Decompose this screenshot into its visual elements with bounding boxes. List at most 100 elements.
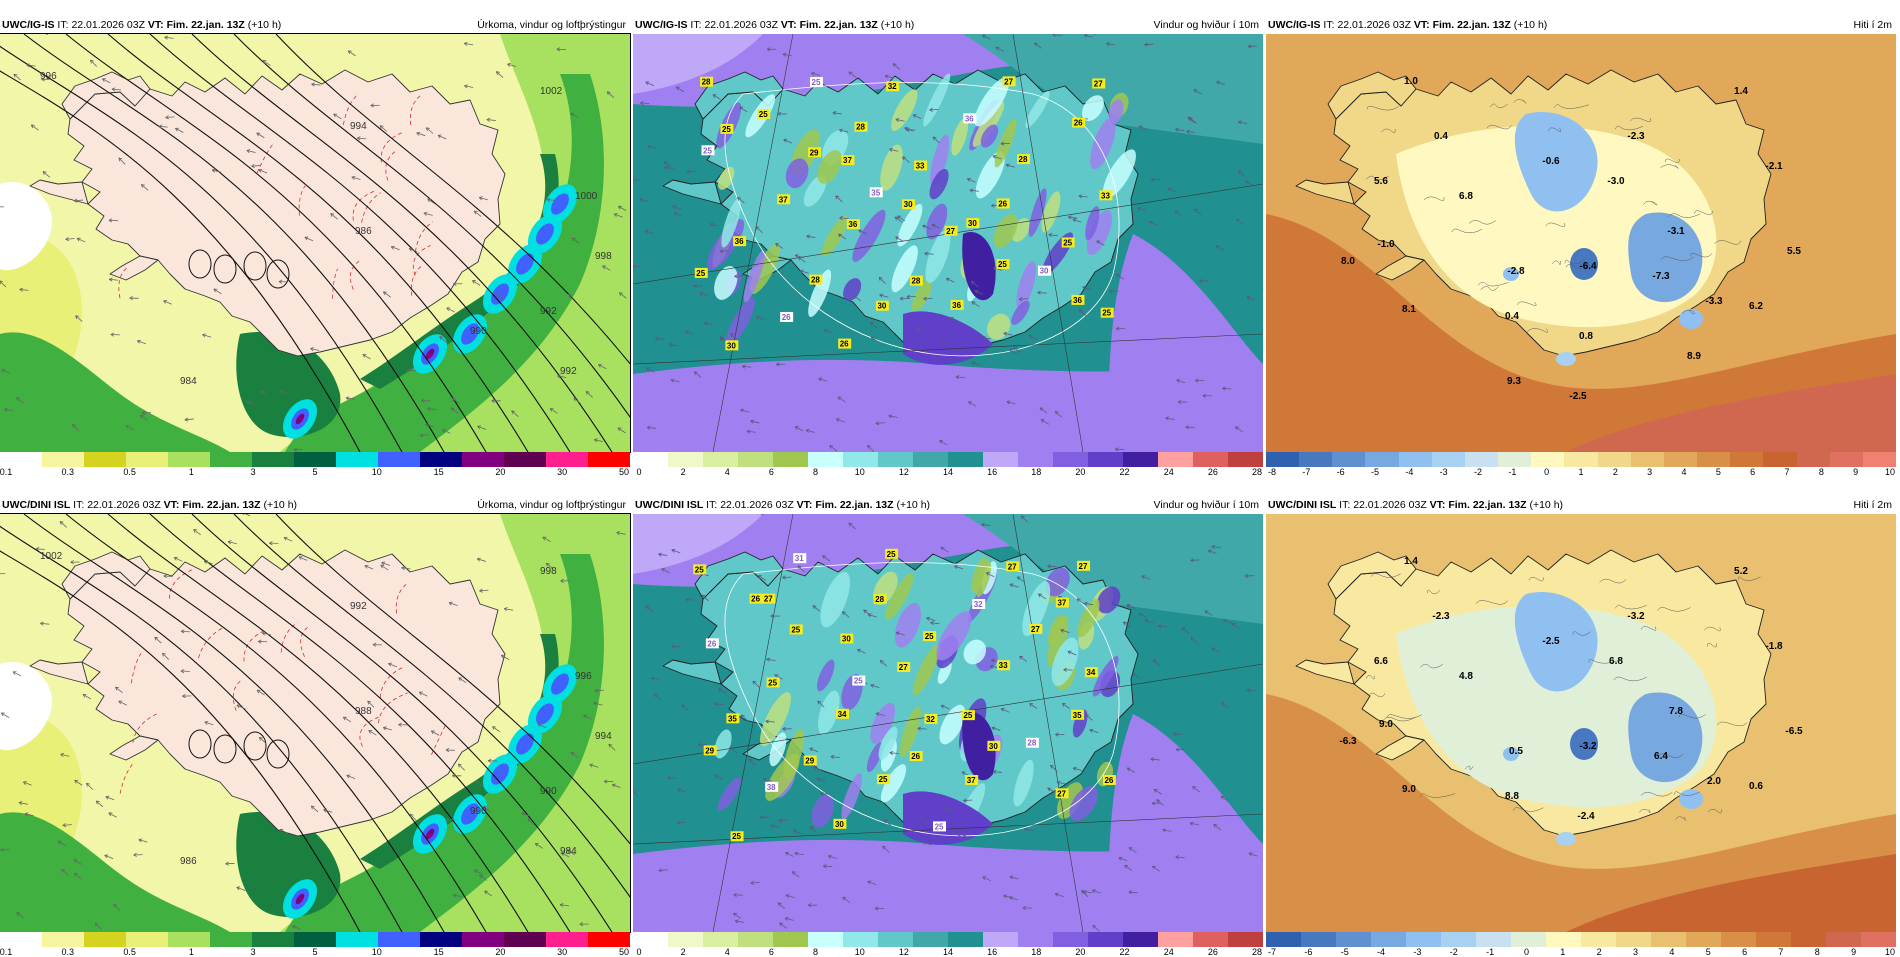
colorbar-tick-label: 3 — [251, 947, 256, 957]
temp-value-label: 5.5 — [1787, 246, 1801, 257]
colorbar-swatch — [1123, 932, 1158, 947]
colorbar-swatch — [168, 452, 210, 467]
lead-time: (+10 h) — [263, 499, 297, 511]
gust-label: 25 — [767, 677, 780, 687]
colorbar-swatch — [294, 932, 336, 947]
colorbar-swatch — [168, 932, 210, 947]
panel-header: UWC/DINI ISL IT: 22.01.2026 03Z VT: Fim.… — [633, 497, 1263, 514]
svg-text:26: 26 — [840, 340, 849, 349]
svg-text:37: 37 — [1057, 599, 1066, 608]
gust-label: 35 — [1071, 710, 1084, 720]
gust-label: 28 — [700, 77, 713, 87]
colorbar-tick-label: 18 — [1031, 467, 1041, 477]
gust-label: 25 — [720, 124, 733, 134]
colorbar-swatch — [210, 452, 252, 467]
temp-value-label: -2.3 — [1432, 611, 1450, 622]
it-label: IT: — [1339, 499, 1350, 511]
colorbar-swatch — [703, 452, 738, 467]
svg-text:28: 28 — [1027, 739, 1036, 748]
gust-label: 25 — [701, 145, 714, 155]
colorbar-tick-label: 0 — [636, 467, 641, 477]
colorbar-tick-label: -7 — [1268, 947, 1276, 957]
gust-label: 26 — [750, 594, 763, 604]
colorbar-swatch — [983, 452, 1018, 467]
pressure-label: 994 — [350, 121, 367, 132]
svg-text:32: 32 — [926, 715, 935, 724]
colorbar-swatch — [1791, 932, 1826, 947]
temp-value-label: 6.6 — [1374, 656, 1388, 667]
pressure-label: 992 — [540, 306, 557, 317]
colorbar-tick-label: -5 — [1341, 947, 1349, 957]
gust-label: 26 — [838, 339, 851, 349]
colorbar-tick-label: 20 — [1075, 947, 1085, 957]
svg-text:27: 27 — [1008, 562, 1017, 571]
colorbar-tick-label: -3 — [1440, 467, 1448, 477]
colorbar-tick-label: 28 — [1252, 947, 1262, 957]
colorbar-swatch — [1863, 452, 1896, 467]
svg-text:28: 28 — [811, 276, 820, 285]
temp-value-label: -3.3 — [1705, 296, 1723, 307]
colorbar-tick-label: 14 — [943, 467, 953, 477]
colorbar-swatch — [42, 452, 84, 467]
temp-value-label: -6.5 — [1785, 726, 1803, 737]
temp-value-label: -2.8 — [1507, 266, 1525, 277]
svg-text:27: 27 — [1004, 77, 1013, 86]
colorbar-swatch — [1721, 932, 1756, 947]
svg-text:36: 36 — [965, 114, 974, 123]
pressure-label: 988 — [355, 706, 372, 717]
temp-value-label: -2.3 — [1627, 131, 1645, 142]
colorbar-tick-label: 20 — [495, 467, 505, 477]
temp-value-label: -3.2 — [1627, 611, 1645, 622]
panel-dini-precip: UWC/DINI ISL IT: 22.01.2026 03Z VT: Fim.… — [0, 497, 630, 957]
colorbar-tick-label: 3 — [1647, 467, 1652, 477]
pressure-label: 992 — [350, 601, 367, 612]
vt-value: Fim. 22.jan. 13Z — [1433, 19, 1511, 31]
svg-text:27: 27 — [946, 227, 955, 236]
colorbar-tick-label: 3 — [1633, 947, 1638, 957]
vt-value: Fim. 22.jan. 13Z — [1448, 499, 1526, 511]
svg-text:29: 29 — [810, 148, 819, 157]
colorbar-swatch — [843, 452, 878, 467]
temp-value-label: -3.0 — [1607, 176, 1625, 187]
gust-label: 33 — [914, 160, 927, 170]
colorbar-swatch — [1631, 452, 1664, 467]
colorbar-swatch — [1564, 452, 1597, 467]
colorbar-tick-label: -6 — [1337, 467, 1345, 477]
gust-label: 27 — [1003, 76, 1016, 86]
temp-area — [1556, 352, 1576, 366]
temp-value-label: -6.3 — [1339, 736, 1357, 747]
it-value: 22.01.2026 03Z — [1353, 499, 1427, 511]
colorbar-swatch — [1228, 932, 1263, 947]
temp-value-label: -2.5 — [1542, 636, 1560, 647]
svg-text:25: 25 — [812, 78, 821, 87]
svg-text:27: 27 — [764, 595, 773, 604]
temp-value-label: 1.4 — [1734, 86, 1748, 97]
colorbar-tick-label: 0 — [1524, 947, 1529, 957]
svg-text:26: 26 — [751, 595, 760, 604]
gust-label: 36 — [951, 300, 964, 310]
gust-label: 25 — [885, 549, 898, 559]
colorbar-tick-label: 15 — [434, 947, 444, 957]
colorbar-swatch — [948, 452, 983, 467]
svg-text:32: 32 — [888, 82, 897, 91]
colorbar-tick-label: -2 — [1474, 467, 1482, 477]
temp-svg: 1.45.2-2.3-3.2-2.56.8-1.86.64.87.89.0-6.… — [1266, 514, 1896, 932]
gust-label: 25 — [1062, 238, 1075, 248]
pressure-label: 998 — [595, 251, 612, 262]
colorbar-swatch — [588, 452, 630, 467]
gust-label: 33 — [997, 660, 1010, 670]
model-name: UWC/DINI ISL — [2, 499, 70, 511]
svg-text:35: 35 — [871, 188, 880, 197]
colorbar-swatch — [336, 932, 378, 947]
panel-header: UWC/IG-IS IT: 22.01.2026 03Z VT: Fim. 22… — [1266, 17, 1896, 34]
